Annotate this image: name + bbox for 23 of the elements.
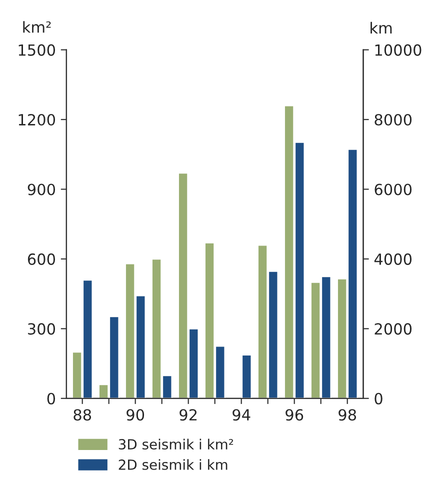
x-tick-label: 92 bbox=[180, 409, 197, 421]
y-tick-label: 0 bbox=[47, 392, 56, 404]
y2-axis-title: km bbox=[370, 22, 392, 34]
y2-tick-label: 10000 bbox=[375, 44, 422, 56]
y-tick-label: 1500 bbox=[18, 44, 56, 56]
y-tick-label: 1200 bbox=[18, 114, 56, 126]
legend-label: 2D seismik i km bbox=[118, 459, 228, 470]
x-tick-label: 96 bbox=[286, 409, 304, 421]
y2-tick-label: 4000 bbox=[374, 253, 412, 265]
y-tick-label: 300 bbox=[28, 323, 56, 335]
y2-tick-label: 0 bbox=[374, 392, 382, 404]
legend-label: 3D seismik i km² bbox=[118, 438, 234, 450]
bar bbox=[241, 354, 252, 398]
y-axis-title: km² bbox=[23, 21, 51, 33]
x-tick-label: 98 bbox=[338, 409, 356, 421]
y-tick-label: 900 bbox=[28, 184, 56, 196]
x-tick-label: 90 bbox=[126, 409, 144, 421]
x-tick-label: 94 bbox=[232, 409, 250, 421]
y2-tick-label: 6000 bbox=[374, 184, 412, 196]
y-tick-label: 600 bbox=[28, 253, 56, 265]
x-tick-label: 88 bbox=[74, 409, 92, 421]
y2-tick-label: 8000 bbox=[374, 114, 412, 126]
y2-tick-label: 2000 bbox=[374, 323, 412, 335]
